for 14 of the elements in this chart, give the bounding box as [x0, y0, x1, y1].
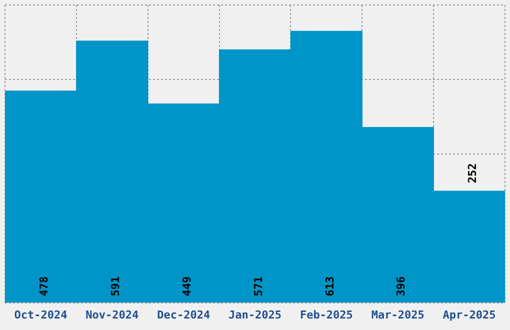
data-label: 571	[252, 276, 265, 296]
x-tick-label: Jan-2025	[228, 308, 282, 322]
data-label: 449	[180, 276, 194, 296]
data-label: 252	[466, 163, 480, 184]
data-label: 478	[38, 276, 51, 296]
x-tick-label: Mar-2025	[371, 308, 424, 322]
x-tick-label: Feb-2025	[300, 308, 353, 322]
x-tick-label: Apr-2025	[442, 308, 496, 322]
data-label: 613	[323, 276, 336, 296]
x-tick-label: Dec-2024	[157, 308, 210, 322]
x-tick-label: Oct-2024	[14, 308, 68, 322]
x-tick-label: Nov-2024	[86, 308, 140, 322]
data-label: 396	[394, 276, 408, 296]
data-label: 591	[109, 276, 122, 296]
